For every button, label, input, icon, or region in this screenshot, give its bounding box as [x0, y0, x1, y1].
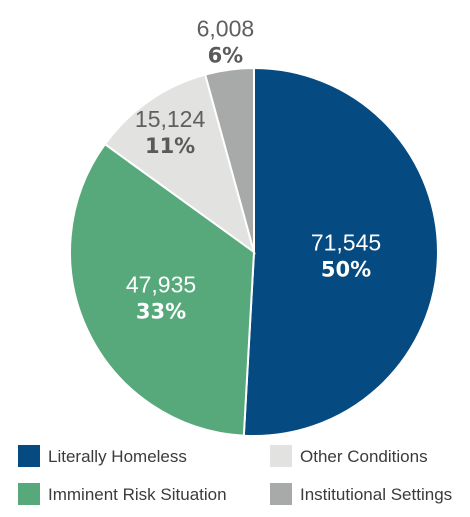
legend-swatch-other-conditions [270, 445, 292, 467]
pie-slices [69, 66, 439, 437]
legend-label-imminent-risk-situation: Imminent Risk Situation [48, 485, 227, 504]
slice-percent-label-imminent-risk-situation: 33% [136, 299, 186, 323]
pie-slice-institutional-settings [203, 66, 255, 253]
slice-percent-label-literally-homeless: 50% [321, 258, 371, 282]
legend-item-imminent-risk-situation: Imminent Risk Situation [18, 483, 227, 505]
slice-value-label-institutional-settings: 6,008 [197, 16, 255, 42]
legend-label-other-conditions: Other Conditions [300, 447, 428, 466]
legend-label-institutional-settings: Institutional Settings [300, 485, 452, 504]
slice-value-label-imminent-risk-situation: 47,935 [126, 271, 196, 297]
slice-value-label-other-conditions: 15,124 [135, 106, 206, 132]
legend-swatch-literally-homeless [18, 445, 40, 467]
legend-swatch-imminent-risk-situation [18, 483, 40, 505]
slice-value-label-literally-homeless: 71,545 [311, 230, 381, 256]
legend-item-literally-homeless: Literally Homeless [18, 445, 187, 467]
legend-item-institutional-settings: Institutional Settings [270, 483, 452, 505]
slice-percent-label-institutional-settings: 6% [208, 44, 244, 68]
pie-slice-literally-homeless [242, 66, 439, 437]
slice-percent-label-other-conditions: 11% [145, 134, 195, 158]
legend-label-literally-homeless: Literally Homeless [48, 447, 187, 466]
legend-item-other-conditions: Other Conditions [270, 445, 428, 467]
legend-swatch-institutional-settings [270, 483, 292, 505]
legend: Literally Homeless Other Conditions Immine… [18, 445, 452, 505]
pie-slice-imminent-risk-situation [69, 142, 256, 437]
